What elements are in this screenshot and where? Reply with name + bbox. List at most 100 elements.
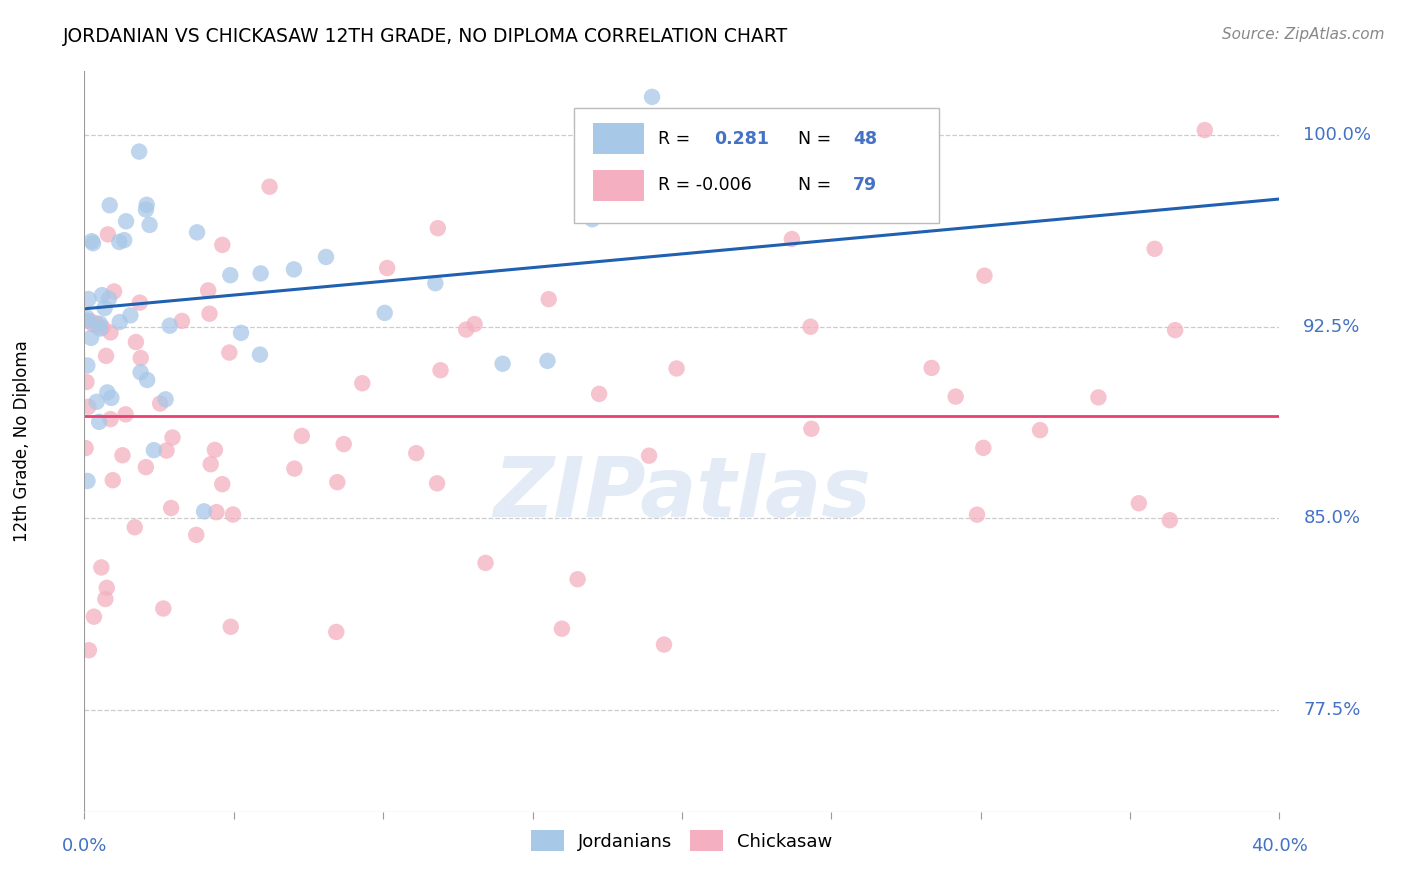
Point: [86, 394, 108, 409]
Point: [162, 430, 184, 444]
Point: [120, 309, 142, 323]
Point: [249, 267, 271, 281]
FancyBboxPatch shape: [593, 169, 644, 201]
Point: [135, 198, 157, 212]
Point: [135, 202, 157, 217]
Text: 85.0%: 85.0%: [1303, 509, 1361, 527]
Point: [170, 314, 193, 328]
Point: [332, 437, 354, 451]
Point: [115, 214, 138, 228]
Point: [100, 326, 122, 340]
Text: JORDANIAN VS CHICKASAW 12TH GRADE, NO DIPLOMA CORRELATION CHART: JORDANIAN VS CHICKASAW 12TH GRADE, NO DI…: [63, 27, 789, 45]
Point: [124, 520, 146, 534]
Point: [283, 461, 305, 475]
Point: [91, 288, 114, 302]
Text: N =: N =: [797, 177, 831, 194]
Point: [799, 319, 821, 334]
Point: [973, 268, 995, 283]
Point: [114, 408, 136, 422]
Point: [641, 90, 664, 104]
Point: [98, 198, 121, 212]
Point: [205, 505, 228, 519]
Text: R = -0.006: R = -0.006: [658, 177, 752, 194]
Point: [108, 315, 131, 329]
Point: [111, 448, 134, 462]
Point: [76, 310, 98, 325]
Point: [474, 556, 496, 570]
Point: [79, 314, 101, 328]
Point: [112, 233, 135, 247]
Point: [135, 460, 157, 475]
Point: [155, 392, 177, 407]
Point: [159, 318, 181, 333]
Point: [352, 376, 374, 391]
Point: [405, 446, 427, 460]
Point: [375, 260, 398, 275]
Point: [652, 638, 675, 652]
Point: [1029, 423, 1052, 437]
Point: [211, 477, 233, 491]
Point: [1128, 496, 1150, 510]
Point: [136, 373, 159, 387]
Point: [945, 390, 967, 404]
Point: [96, 385, 118, 400]
Point: [84, 317, 107, 331]
Point: [89, 321, 111, 335]
Point: [425, 277, 447, 291]
Point: [129, 365, 152, 379]
Point: [800, 422, 823, 436]
Point: [204, 442, 226, 457]
Point: [94, 592, 117, 607]
Point: [315, 250, 337, 264]
Point: [128, 145, 150, 159]
Text: 100.0%: 100.0%: [1303, 126, 1371, 145]
Point: [129, 351, 152, 365]
Point: [108, 235, 131, 249]
Point: [76, 359, 98, 373]
Point: [325, 624, 347, 639]
Point: [101, 473, 124, 487]
Point: [1164, 323, 1187, 337]
Point: [700, 199, 723, 213]
Point: [142, 443, 165, 458]
Point: [103, 285, 125, 299]
Point: [200, 457, 222, 471]
Text: 40.0%: 40.0%: [1251, 838, 1308, 855]
Text: Source: ZipAtlas.com: Source: ZipAtlas.com: [1222, 27, 1385, 42]
Point: [82, 236, 104, 251]
Point: [972, 441, 994, 455]
Point: [537, 292, 560, 306]
Text: 0.281: 0.281: [714, 129, 769, 148]
Text: 12th Grade, No Diploma: 12th Grade, No Diploma: [13, 341, 31, 542]
FancyBboxPatch shape: [593, 123, 644, 154]
Point: [152, 601, 174, 615]
Text: R =: R =: [658, 129, 690, 148]
Point: [90, 560, 112, 574]
Point: [218, 345, 240, 359]
Point: [149, 396, 172, 410]
Point: [94, 349, 117, 363]
Point: [1159, 513, 1181, 527]
Point: [76, 314, 98, 328]
Point: [665, 361, 688, 376]
Point: [98, 292, 121, 306]
Point: [731, 183, 754, 197]
Point: [229, 326, 252, 340]
Point: [1194, 123, 1216, 137]
Point: [96, 581, 118, 595]
Point: [80, 234, 103, 248]
Legend: Jordanians, Chickasaw: Jordanians, Chickasaw: [524, 823, 839, 858]
Point: [125, 334, 148, 349]
Point: [100, 412, 122, 426]
Text: 92.5%: 92.5%: [1303, 318, 1361, 335]
Point: [83, 318, 105, 332]
Point: [138, 218, 160, 232]
Point: [97, 227, 120, 242]
Point: [75, 441, 97, 455]
Point: [551, 622, 574, 636]
Point: [426, 221, 449, 235]
Point: [492, 357, 515, 371]
Point: [638, 449, 661, 463]
Point: [91, 320, 114, 334]
Point: [155, 443, 177, 458]
